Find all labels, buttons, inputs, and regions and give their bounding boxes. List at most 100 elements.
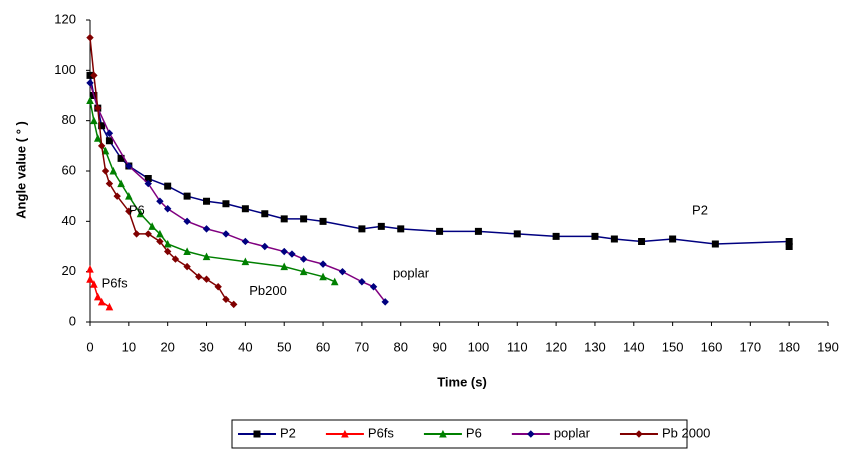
data-point: [591, 232, 599, 240]
data-point: [144, 175, 152, 183]
data-point: [280, 215, 288, 223]
series-line: [89, 82, 386, 303]
annotation: P2: [692, 203, 708, 218]
data-point: [230, 300, 238, 309]
y-tick-label: 0: [69, 313, 76, 328]
legend-label: poplar: [554, 425, 591, 440]
data-point: [93, 292, 102, 301]
series-line: [89, 75, 790, 247]
data-point: [513, 230, 521, 238]
data-point: [97, 297, 106, 306]
data-point: [183, 217, 191, 226]
data-point: [222, 230, 230, 238]
x-tick-label: 100: [468, 339, 490, 354]
data-point: [86, 96, 94, 105]
data-point: [241, 205, 249, 213]
data-point: [163, 239, 172, 248]
data-point: [299, 267, 308, 276]
data-point: [203, 197, 211, 205]
x-tick-label: 80: [394, 339, 408, 354]
data-point: [381, 298, 389, 306]
data-point: [97, 142, 106, 150]
legend-marker: [253, 430, 261, 438]
x-tick-label: 0: [86, 339, 93, 354]
annotation: P6fs: [102, 276, 129, 291]
data-point: [105, 302, 114, 311]
data-point: [377, 222, 385, 230]
data-point: [338, 267, 347, 276]
data-point: [330, 277, 339, 286]
legend-label: P6fs: [368, 425, 395, 440]
data-point: [132, 230, 141, 238]
data-point: [261, 210, 269, 218]
data-point: [125, 192, 133, 200]
x-tick-label: 110: [507, 339, 528, 354]
x-tick-label: 50: [277, 339, 291, 354]
data-point: [711, 240, 719, 248]
data-point: [280, 247, 288, 256]
x-tick-label: 10: [122, 339, 136, 354]
data-point: [109, 166, 118, 175]
data-point: [156, 229, 164, 238]
x-tick-label: 90: [432, 339, 446, 354]
data-point: [195, 272, 203, 281]
series-line: [89, 100, 336, 283]
data-point: [163, 205, 172, 213]
x-axis-title: Time (s): [437, 374, 487, 389]
data-point: [163, 247, 172, 256]
data-point: [86, 275, 94, 283]
data-point: [397, 225, 405, 233]
x-tick-label: 120: [545, 339, 567, 354]
data-point: [610, 235, 618, 243]
legend-marker: [439, 429, 447, 438]
legend-marker: [527, 430, 535, 438]
data-point: [105, 179, 114, 188]
data-point: [125, 207, 133, 215]
data-point: [136, 209, 145, 218]
data-point: [552, 232, 560, 240]
x-tick-label: 170: [739, 339, 761, 354]
data-point: [202, 275, 211, 283]
legend-label: P6: [466, 425, 482, 440]
data-point: [241, 237, 250, 246]
x-tick-label: 140: [623, 339, 645, 354]
data-point: [101, 167, 110, 175]
data-point: [144, 230, 152, 238]
x-tick-label: 130: [584, 339, 606, 354]
x-tick-label: 160: [701, 339, 723, 354]
x-tick-label: 70: [355, 339, 369, 354]
data-point: [214, 283, 222, 291]
data-point: [358, 225, 366, 233]
data-point: [90, 280, 98, 288]
data-point: [669, 235, 677, 243]
data-point: [436, 227, 444, 235]
legend-label: Pb 2000: [662, 425, 710, 440]
data-point: [171, 255, 180, 263]
data-point: [125, 162, 133, 170]
data-point: [93, 134, 102, 142]
data-point: [86, 265, 94, 273]
data-point: [90, 116, 98, 125]
data-point: [156, 197, 164, 205]
y-tick-label: 80: [62, 112, 76, 127]
data-point: [86, 33, 94, 42]
data-point: [638, 237, 646, 245]
x-tick-label: 40: [238, 339, 252, 354]
data-point: [144, 179, 152, 188]
data-point: [280, 262, 289, 271]
data-point: [101, 146, 110, 155]
data-point: [241, 257, 250, 266]
data-point: [319, 217, 327, 225]
data-point: [105, 137, 113, 145]
y-tick-label: 60: [62, 162, 76, 177]
y-tick-label: 40: [62, 213, 76, 228]
x-tick-label: 180: [778, 339, 800, 354]
data-point: [300, 215, 308, 223]
data-point: [358, 278, 366, 286]
x-tick-label: 60: [316, 339, 330, 354]
data-point: [113, 192, 121, 200]
annotation: Pb200: [249, 283, 287, 298]
x-tick-label: 20: [160, 339, 174, 354]
legend-marker: [635, 430, 643, 438]
